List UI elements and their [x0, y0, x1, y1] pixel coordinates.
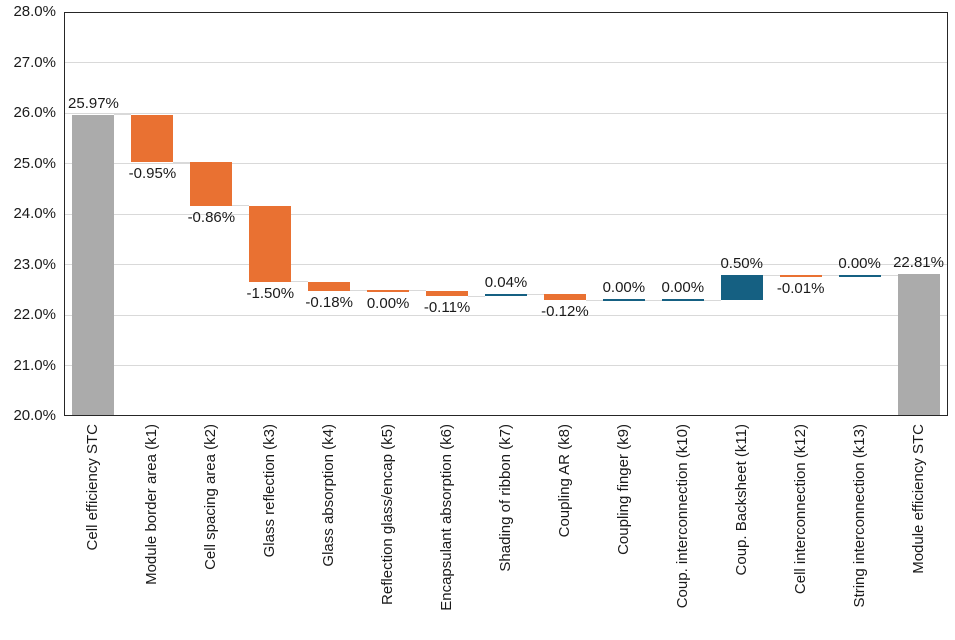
x-axis-label: String interconnection (k13): [850, 424, 868, 608]
connector-line: [585, 299, 603, 301]
bar-value-label: 0.50%: [720, 255, 763, 273]
x-axis-label: Coupling finger (k9): [614, 424, 632, 555]
x-axis-label: Reflection glass/encap (k5): [379, 424, 397, 605]
connector-line: [350, 290, 368, 292]
x-axis-label: Cell efficiency STC: [84, 424, 102, 551]
bar-value-label: -0.95%: [128, 165, 177, 183]
x-axis-label: Encapsulant absorption (k6): [438, 424, 456, 611]
y-axis-tick-label: 20.0%: [13, 407, 56, 424]
connector-line: [114, 114, 132, 115]
x-axis-label: Shading of ribbon (k7): [497, 424, 514, 572]
y-axis-tick-label: 25.0%: [13, 154, 56, 172]
connector-line: [880, 275, 898, 277]
bar-increase: [720, 275, 763, 301]
gridline: [64, 213, 948, 215]
bar-decrease: [426, 290, 469, 297]
connector-line: [644, 299, 662, 301]
gridline: [64, 112, 948, 114]
bar-value-label: 0.00%: [366, 294, 410, 312]
connector-line: [409, 290, 427, 292]
x-axis-label: Module border area (k1): [143, 424, 161, 585]
y-axis-tick-label: 28.0%: [13, 3, 56, 20]
bar-value-label: 0.04%: [484, 274, 528, 292]
bar-value-label: -0.18%: [305, 293, 353, 311]
y-axis-tick-label: 24.0%: [13, 205, 56, 222]
connector-line: [468, 295, 485, 297]
x-axis-label: Glass absorption (k4): [320, 424, 338, 567]
gridline: [64, 264, 948, 265]
y-axis-tick-label: 26.0%: [13, 104, 56, 121]
bar-value-label: 22.81%: [893, 254, 944, 272]
bar-decrease: [308, 281, 351, 291]
bar-decrease: [249, 205, 292, 282]
bar-decrease: [543, 294, 586, 301]
bar-decrease: [190, 162, 233, 206]
connector-line: [821, 275, 839, 277]
bar-value-label: 0.00%: [602, 279, 646, 297]
connector-line: [762, 274, 780, 276]
y-axis-tick-label: 23.0%: [13, 255, 56, 273]
connector-line: [173, 161, 191, 163]
bar-value-label: 25.97%: [68, 94, 119, 112]
bar-increase: [602, 299, 645, 302]
bar-value-label: -1.50%: [246, 284, 295, 302]
bar-total: [897, 274, 940, 416]
bar-increase: [485, 294, 527, 297]
gridline: [64, 314, 948, 316]
connector-line: [527, 293, 544, 295]
x-axis-label: Coupling AR (k8): [555, 424, 573, 538]
bar-total: [72, 114, 115, 416]
bar-value-label: -0.01%: [776, 280, 825, 298]
connector-line: [291, 281, 309, 283]
gridline: [64, 62, 948, 63]
bar-increase: [661, 299, 704, 302]
connector-line: [232, 205, 250, 207]
y-axis-tick-label: 22.0%: [13, 306, 56, 323]
y-axis-tick-label: 27.0%: [13, 53, 56, 71]
bar-value-label: 0.00%: [661, 279, 705, 297]
bar-decrease: [779, 275, 822, 278]
bar-decrease: [367, 289, 410, 292]
bar-increase: [838, 274, 881, 277]
x-axis-label: Module efficiency STC: [909, 424, 927, 574]
bar-value-label: -0.11%: [423, 299, 471, 317]
x-axis-label: Coup. interconnection (k10): [673, 424, 691, 609]
bar-value-label: 0.00%: [838, 254, 881, 272]
gridline: [64, 365, 948, 366]
bar-value-label: -0.12%: [541, 303, 589, 321]
y-axis-tick-label: 21.0%: [13, 356, 56, 374]
x-axis-label: Glass reflection (k3): [261, 424, 279, 558]
bar-decrease: [131, 114, 174, 163]
bar-value-label: -0.86%: [187, 208, 236, 226]
connector-line: [703, 299, 721, 301]
x-axis-label: Cell spacing area (k2): [202, 424, 220, 570]
x-axis-label: Coup. Backsheet (k11): [732, 424, 750, 576]
x-axis-label: Cell interconnection (k12): [791, 424, 809, 595]
gridline: [64, 163, 948, 164]
